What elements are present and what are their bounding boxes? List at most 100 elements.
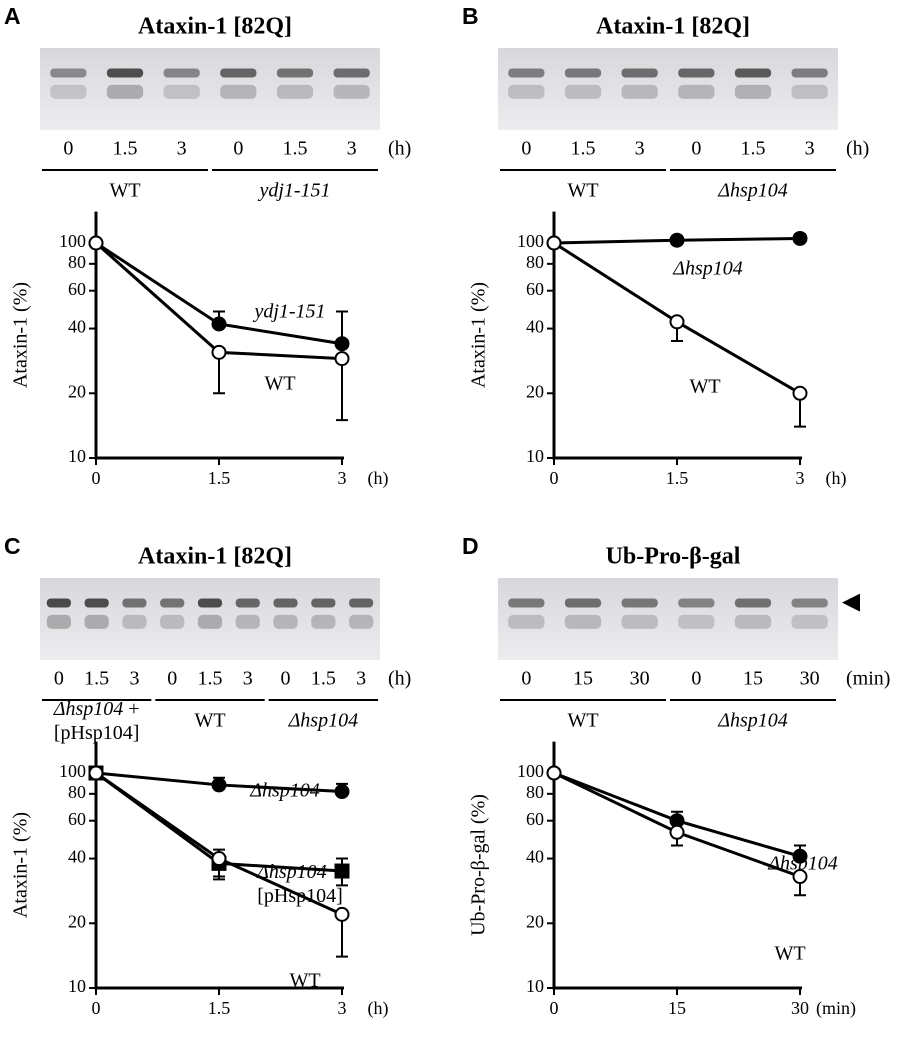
series-label: ydj1-151: [252, 301, 325, 323]
y-tick-label: 20: [68, 381, 86, 401]
marker: [669, 824, 685, 840]
marker: [669, 232, 685, 248]
x-tick-label: 0: [92, 998, 101, 1018]
gel-band: [564, 598, 602, 608]
text-part: [pHsp104]: [257, 885, 343, 907]
gel-band: [349, 614, 374, 629]
gel-band: [564, 84, 602, 99]
gel-band: [46, 614, 71, 629]
gel-band: [160, 598, 185, 608]
group-label: Δhsp104 + [pHsp104]: [53, 698, 140, 744]
x-tick-label: 0: [550, 468, 559, 488]
panel-title: Ub-Pro-β-gal: [606, 544, 741, 570]
lane-label: 1.5: [113, 138, 138, 160]
lane-label: 15: [573, 668, 593, 690]
gel-band: [163, 84, 200, 99]
y-tick-label: 60: [526, 279, 544, 299]
gel-band: [678, 614, 715, 629]
lane-label: 0: [691, 138, 701, 160]
gel-band: [564, 614, 602, 629]
gel-band: [791, 84, 828, 99]
lane-unit: (h): [388, 138, 411, 160]
lane-label: 1.5: [84, 668, 109, 690]
gel-band: [564, 68, 602, 78]
x-tick-label: 0: [92, 468, 101, 488]
gel-band: [84, 614, 109, 629]
gel-band: [621, 614, 658, 629]
marker: [211, 851, 227, 867]
lane-label: 0: [691, 668, 701, 690]
gel-band: [311, 598, 336, 608]
marker: [546, 765, 562, 781]
series-label: WT: [774, 943, 805, 965]
gel-band: [349, 598, 374, 608]
y-tick-label: 60: [68, 809, 86, 829]
group-label: WT: [567, 180, 598, 202]
y-tick-label: 10: [526, 976, 544, 996]
gel-band: [220, 84, 257, 99]
gel-band: [84, 598, 109, 608]
gel-band: [621, 598, 658, 608]
group-label: ydj1-151: [257, 180, 330, 202]
y-tick-label: 40: [68, 847, 86, 867]
y-axis-label: Ataxin-1 (%): [468, 282, 490, 388]
gel-band: [678, 598, 715, 608]
panel-letter: A: [4, 3, 21, 29]
y-tick-label: 40: [68, 317, 86, 337]
gel-band: [235, 614, 260, 629]
gel-band: [273, 614, 298, 629]
lane-label: 30: [800, 668, 820, 690]
arrowhead: [842, 593, 860, 612]
gel-band: [621, 68, 658, 78]
y-tick-label: 80: [526, 782, 544, 802]
marker: [334, 351, 350, 367]
y-tick-label: 10: [68, 446, 86, 466]
panel-title: Ataxin-1 [82Q]: [138, 14, 292, 40]
gel-band: [220, 68, 257, 78]
lane-label: 1.5: [283, 138, 308, 160]
x-tick-label: 3: [338, 998, 347, 1018]
x-unit: (min): [816, 998, 856, 1019]
marker: [792, 230, 808, 246]
text-part: Δhsp104: [256, 861, 327, 883]
lane-label: 0: [521, 138, 531, 160]
series-label: Δhsp104: [672, 258, 743, 280]
gel-band: [791, 614, 828, 629]
group-label: WT: [109, 180, 140, 202]
lane-unit: (min): [846, 668, 890, 690]
series-label: WT: [689, 376, 720, 398]
panel-letter: B: [462, 3, 479, 29]
x-tick-label: 15: [668, 998, 686, 1018]
lane-label: 3: [635, 138, 645, 160]
lane-label: 1.5: [571, 138, 596, 160]
y-tick-label: 20: [526, 381, 544, 401]
marker: [211, 777, 227, 793]
x-tick-label: 0: [550, 998, 559, 1018]
gel-band: [791, 68, 828, 78]
gel-band: [333, 68, 370, 78]
gel-band: [508, 598, 545, 608]
x-tick-label: 30: [791, 998, 809, 1018]
gel-image: [40, 578, 380, 660]
gel-band: [197, 614, 223, 629]
group-label: Δhsp104: [717, 180, 788, 202]
x-tick-label: 3: [796, 468, 805, 488]
y-tick-label: 60: [68, 279, 86, 299]
marker: [334, 784, 350, 800]
series-label: WT: [289, 970, 320, 992]
y-tick-label: 100: [59, 231, 86, 251]
y-tick-label: 60: [526, 809, 544, 829]
y-tick-label: 40: [526, 847, 544, 867]
gel-band: [50, 84, 87, 99]
marker: [792, 869, 808, 885]
y-axis-label: Ataxin-1 (%): [10, 812, 32, 918]
gel-band: [163, 68, 200, 78]
y-tick-label: 100: [517, 231, 544, 251]
y-tick-label: 80: [68, 782, 86, 802]
y-tick-label: 20: [526, 911, 544, 931]
lane-label: 1.5: [741, 138, 766, 160]
gel-band: [734, 598, 772, 608]
error-bar: [336, 358, 348, 422]
group-label: Δhsp104: [717, 710, 788, 732]
